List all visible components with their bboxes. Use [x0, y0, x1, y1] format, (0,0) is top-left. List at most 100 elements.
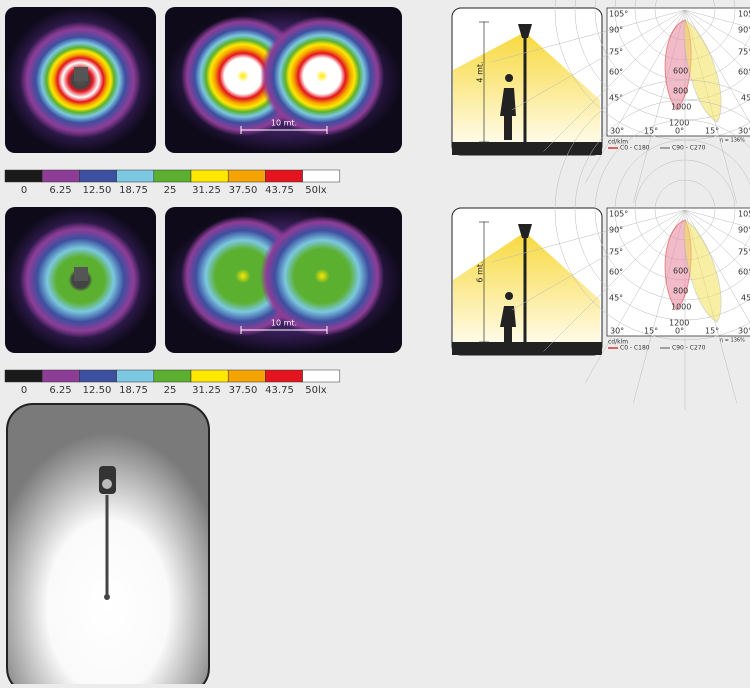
angle-label: 90°	[609, 26, 623, 35]
legend-swatch	[79, 369, 117, 383]
heatmap-double: 10 mt.	[165, 207, 402, 353]
angle-label: 15°	[644, 127, 658, 136]
angle-label: 90°	[609, 226, 623, 235]
angle-label: 30°	[610, 127, 624, 136]
legend-swatch	[302, 369, 341, 383]
legend-label: 31.25	[192, 385, 221, 396]
height-label: 4 mt.	[476, 61, 485, 82]
legend-label: 50lx	[305, 185, 327, 196]
angle-label: 90°	[738, 26, 750, 35]
angle-label: 75°	[738, 248, 750, 257]
heatmap-double: 10 mt.	[165, 7, 402, 153]
polar-spoke	[584, 9, 686, 184]
legend-label: C0 - C180	[620, 145, 650, 152]
isolux-section: 10 mt. 0 6.25 12.50 18.75 25 31.25 37.50 43.75 50…	[4, 207, 402, 396]
person	[500, 74, 516, 140]
legend-label: 6.25	[49, 385, 71, 396]
legend-label: 25	[164, 185, 177, 196]
heatmap-single	[5, 7, 156, 153]
person	[500, 292, 516, 345]
radial-label: 600	[673, 267, 688, 276]
heatmap-single	[5, 207, 156, 353]
legend-swatch	[227, 169, 266, 183]
scale-label: 10 mt.	[271, 319, 297, 328]
radial-label: 1200	[669, 119, 689, 128]
legend-swatch	[153, 369, 192, 383]
legend-label: 0	[21, 185, 27, 196]
legend-swatch	[4, 369, 43, 383]
legend-label: 50lx	[305, 385, 327, 396]
legend-swatch	[116, 169, 155, 183]
angle-label: 45°	[741, 294, 750, 303]
angle-label: 105°	[609, 210, 628, 219]
heatmap-glow	[260, 216, 384, 336]
angle-label: 60°	[609, 268, 623, 277]
angle-label: 30°	[610, 327, 624, 336]
polar-diagram: 105° 90° 75° 60° 45° 105° 90° 75° 60° 45° 30° 15° 0°…	[491, 0, 750, 210]
polar-spoke	[684, 209, 750, 276]
unit-label: cd/klm	[608, 139, 628, 146]
radial-label: 1000	[671, 103, 691, 112]
angle-label: 105°	[738, 210, 750, 219]
legend-label: 43.75	[265, 185, 294, 196]
legend-swatch	[302, 169, 341, 183]
angle-label: 15°	[705, 127, 719, 136]
radial-label: 800	[673, 287, 688, 296]
legend-swatch	[190, 169, 229, 183]
legend-label: 12.50	[83, 385, 112, 396]
legend-label: C0 - C180	[620, 345, 650, 352]
angle-label: 30°	[738, 127, 750, 136]
angle-label: 45°	[609, 294, 623, 303]
diagram: 4 mt. 105° 90° 75° 60° 45° 105° 90° 75° 60° 45° 30°…	[451, 0, 750, 210]
angle-label: 0°	[675, 327, 684, 336]
lamp-top	[74, 267, 88, 281]
radial-label: 800	[673, 87, 688, 96]
radial-label: 600	[673, 67, 688, 76]
angle-label: 75°	[609, 48, 623, 57]
angle-label: 45°	[741, 94, 750, 103]
legend-label: 18.75	[119, 385, 148, 396]
legend-label: 31.25	[192, 185, 221, 196]
curve-c90	[683, 219, 722, 323]
angle-label: 60°	[738, 68, 750, 77]
angle-label: 15°	[705, 327, 719, 336]
polar-spoke	[491, 209, 686, 263]
curve-c90	[683, 19, 722, 123]
angle-label: 75°	[738, 48, 750, 57]
diagram: 6 mt. 105° 90° 75° 60° 45° 105° 90° 75° 60° 45° 30°…	[451, 79, 750, 410]
angle-label: 30°	[738, 327, 750, 336]
radial-label: 1000	[671, 303, 691, 312]
legend-swatch	[227, 369, 266, 383]
unit-label: cd/klm	[608, 339, 628, 346]
legend-swatch	[4, 169, 43, 183]
angle-label: 105°	[738, 10, 750, 19]
isolux-section: 10 mt. 0 6.25 12.50 18.75 25 31.25 37.50 43.75 50…	[4, 7, 402, 196]
ground	[452, 342, 602, 355]
polar-spoke	[491, 9, 686, 63]
lamp-head	[518, 24, 532, 38]
angle-label: 105°	[609, 10, 628, 19]
scale-label: 10 mt.	[271, 119, 297, 128]
legend-swatch	[265, 369, 303, 383]
radial-label: 1200	[669, 319, 689, 328]
polar-spoke	[543, 209, 686, 352]
lamp-top	[74, 67, 88, 81]
height-label: 6 mt.	[476, 261, 485, 282]
legend-label: 25	[164, 385, 177, 396]
angle-label: 75°	[609, 248, 623, 257]
legend-label: 18.75	[119, 185, 148, 196]
polar-spoke	[511, 209, 686, 311]
lamp-head	[518, 224, 532, 238]
legend-swatch	[79, 169, 117, 183]
legend-label: 12.50	[83, 185, 112, 196]
legend-swatch	[41, 169, 80, 183]
legend-label: C90 - C270	[672, 345, 706, 352]
legend-swatch	[153, 169, 192, 183]
heatmap-glow	[260, 16, 384, 136]
efficiency-label: η = 136%	[720, 338, 745, 344]
angle-label: 45°	[609, 94, 623, 103]
angle-label: 90°	[738, 226, 750, 235]
polar-spoke	[584, 209, 686, 384]
angle-label: 15°	[644, 327, 658, 336]
angle-label: 60°	[738, 268, 750, 277]
